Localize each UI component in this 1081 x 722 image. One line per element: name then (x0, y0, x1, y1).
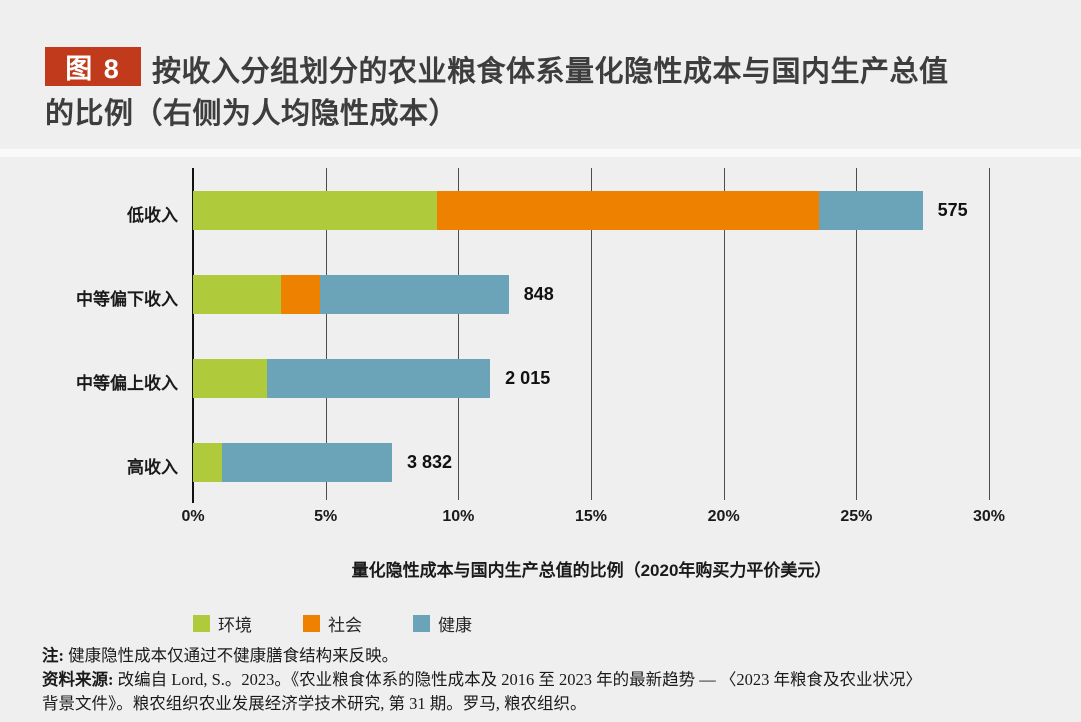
x-gridline (325, 168, 327, 500)
legend-swatch-icon (193, 615, 210, 632)
bar-segment-健康 (267, 359, 491, 398)
x-tick-label: 20% (707, 508, 740, 525)
bar-value-label: 2 015 (505, 368, 551, 388)
bar-segment-健康 (222, 443, 392, 482)
source-text-1: 改编自 Lord, S.。2023。《农业粮食体系的隐性成本及 2016 至 2… (113, 670, 922, 689)
bar-segment-环境 (193, 191, 438, 230)
figure-number-badge: 图 8 (45, 47, 141, 86)
x-gridline (591, 168, 592, 500)
legend-swatch-icon (413, 615, 430, 632)
category-label: 高收入 (127, 458, 178, 477)
x-gridline (856, 168, 858, 500)
x-gridline (989, 168, 990, 500)
note-prefix: 注: (42, 646, 64, 665)
legend-label: 健康 (438, 616, 472, 635)
bar-segment-健康 (320, 275, 509, 314)
x-gridline (723, 168, 725, 500)
bar-segment-环境 (193, 275, 281, 314)
figure-notes: 注: 健康隐性成本仅通过不健康膳食结构来反映。 资料来源: 改编自 Lord, … (42, 644, 1052, 716)
section-divider (0, 149, 1081, 157)
bar-value-label: 848 (523, 284, 554, 304)
x-tick-label: 15% (574, 508, 608, 525)
legend-item-社会: 社会 (303, 611, 362, 636)
x-tick-label: 30% (972, 508, 1006, 525)
category-label: 中等偏下收入 (76, 290, 178, 309)
x-tick-label: 10% (442, 508, 475, 525)
x-tick-label: 25% (840, 508, 873, 525)
x-gridline (458, 168, 460, 500)
bar-segment-环境 (193, 443, 223, 482)
figure-title-line1: 按收入分组划分的农业粮食体系量化隐性成本与国内生产总值 (152, 56, 949, 88)
source-prefix: 资料来源: (42, 670, 114, 689)
bar-segment-社会 (437, 191, 820, 230)
x-tick-label: 0% (181, 508, 205, 525)
y-axis-line (192, 168, 194, 503)
bar-segment-环境 (193, 359, 268, 398)
bar-segment-健康 (819, 191, 923, 230)
note-text: 健康隐性成本仅通过不健康膳食结构来反映。 (64, 646, 399, 665)
legend-label: 环境 (218, 616, 252, 635)
legend-item-健康: 健康 (413, 611, 472, 636)
category-label: 低收入 (127, 206, 178, 225)
category-label: 中等偏上收入 (76, 374, 178, 393)
figure-title-line2: 的比例（右侧为人均隐性成本） (45, 98, 459, 130)
bar-value-label: 575 (937, 200, 968, 220)
legend-swatch-icon (303, 615, 320, 632)
legend-item-环境: 环境 (193, 611, 252, 636)
bar-segment-社会 (280, 275, 321, 314)
source-line-2: 背景文件》。粮农组织农业发展经济学技术研究, 第 31 期。罗马, 粮农组织。 (42, 694, 587, 713)
source-line-1: 资料来源: 改编自 Lord, S.。2023。《农业粮食体系的隐性成本及 20… (42, 668, 1052, 692)
x-tick-label: 5% (314, 508, 338, 525)
x-axis-label: 量化隐性成本与国内生产总值的比例（2020年购买力平价美元） (351, 561, 832, 580)
note-line: 注: 健康隐性成本仅通过不健康膳食结构来反映。 (42, 644, 1052, 668)
legend-label: 社会 (328, 616, 362, 635)
bar-value-label: 3 832 (407, 452, 453, 472)
